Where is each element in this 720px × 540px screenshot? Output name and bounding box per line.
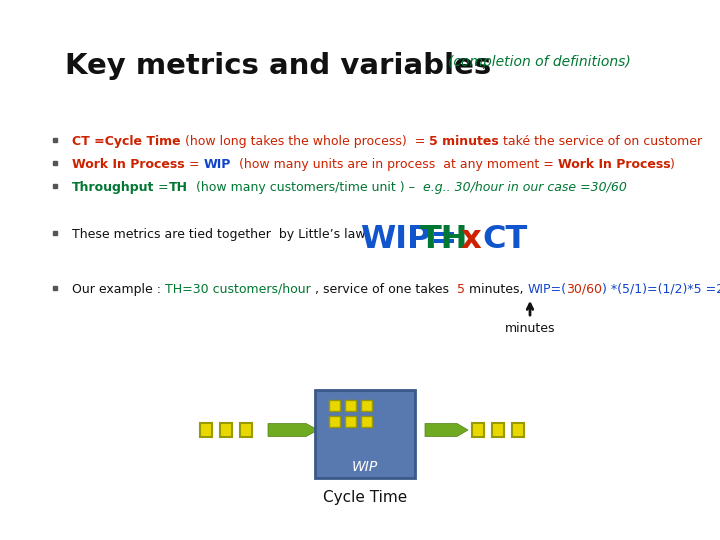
- Text: 5: 5: [456, 283, 464, 296]
- Bar: [240, 423, 252, 437]
- Text: Key metrics and variables: Key metrics and variables: [65, 52, 491, 80]
- Text: =: =: [184, 158, 203, 171]
- Bar: [345, 416, 356, 427]
- Bar: [329, 400, 340, 411]
- Text: (completion of definitions): (completion of definitions): [448, 55, 631, 69]
- Text: Our example :: Our example :: [72, 283, 165, 296]
- Bar: [200, 423, 212, 437]
- Text: Work In Process: Work In Process: [557, 158, 670, 171]
- Text: (how many units are in process  at any moment =: (how many units are in process at any mo…: [230, 158, 557, 171]
- Text: 30/60: 30/60: [566, 283, 602, 296]
- FancyArrow shape: [268, 423, 318, 436]
- Text: WIP=: WIP=: [360, 224, 457, 255]
- Bar: [315, 390, 415, 478]
- Text: , service of one takes: , service of one takes: [311, 283, 456, 296]
- Bar: [512, 423, 524, 437]
- Text: Throughput: Throughput: [72, 181, 154, 194]
- Bar: [329, 416, 340, 427]
- Text: TH: TH: [420, 224, 469, 255]
- Text: (how many customers/time unit ) –: (how many customers/time unit ) –: [188, 181, 423, 194]
- Bar: [345, 400, 356, 411]
- Text: (how long takes the whole process)  =: (how long takes the whole process) =: [181, 135, 429, 148]
- Text: minutes,: minutes,: [464, 283, 527, 296]
- Text: ): ): [670, 158, 675, 171]
- Text: =: =: [154, 181, 169, 194]
- Text: CT: CT: [482, 224, 527, 255]
- Bar: [220, 423, 232, 437]
- Text: WIP: WIP: [203, 158, 230, 171]
- Text: These metrics are tied together  by Little’s law: These metrics are tied together by Littl…: [72, 228, 366, 241]
- Text: ) *(5/1)=(1/2)*5 =2,5: ) *(5/1)=(1/2)*5 =2,5: [602, 283, 720, 296]
- Text: Cycle Time: Cycle Time: [323, 490, 407, 505]
- Text: e.g.. 30/hour in our case =30/60: e.g.. 30/hour in our case =30/60: [423, 181, 626, 194]
- Text: x: x: [450, 224, 493, 255]
- Text: Work In Process: Work In Process: [72, 158, 184, 171]
- Bar: [472, 423, 484, 437]
- FancyArrow shape: [425, 423, 468, 436]
- Text: WIP=(: WIP=(: [527, 283, 566, 296]
- Text: TH=30 customers/hour: TH=30 customers/hour: [165, 283, 311, 296]
- Text: WIP: WIP: [352, 460, 378, 474]
- Text: CT =Cycle Time: CT =Cycle Time: [72, 135, 181, 148]
- Text: 5 minutes: 5 minutes: [429, 135, 499, 148]
- Bar: [361, 400, 372, 411]
- Bar: [492, 423, 504, 437]
- Text: také the service of on customer: také the service of on customer: [499, 135, 702, 148]
- Bar: [361, 416, 372, 427]
- Text: minutes: minutes: [505, 322, 555, 335]
- Text: TH: TH: [169, 181, 188, 194]
